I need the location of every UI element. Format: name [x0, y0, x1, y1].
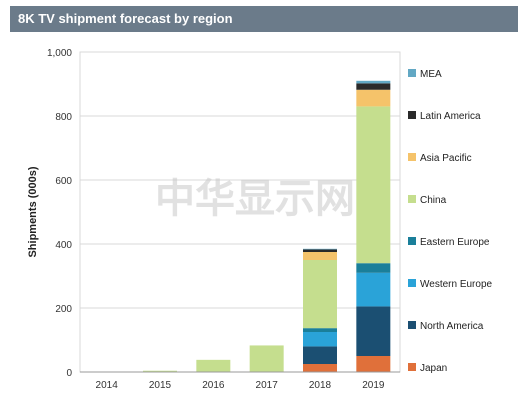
- bar-segment: [303, 260, 337, 329]
- legend-label: Eastern Europe: [420, 237, 490, 248]
- legend-label: Japan: [420, 363, 447, 374]
- y-tick-label: 400: [55, 240, 72, 251]
- plot-area: [79, 51, 401, 373]
- x-tick-label: 2015: [149, 380, 172, 391]
- bar-segment: [303, 332, 337, 347]
- legend-label: Asia Pacific: [420, 153, 472, 164]
- bar-segment: [303, 248, 337, 250]
- bar-segment: [303, 249, 337, 252]
- legend-swatch: [408, 153, 416, 161]
- x-tick-label: 2017: [256, 380, 279, 391]
- legend-swatch: [408, 321, 416, 329]
- legend-swatch: [408, 279, 416, 287]
- title-bar: 8K TV shipment forecast by region: [10, 6, 518, 32]
- axis-layer: 0 200 400 600 800 1,000 2014 2015 2016 2017 2018 20…: [47, 48, 400, 391]
- bar-segment: [356, 272, 391, 307]
- legend: MEA Latin America Asia Pacific China Eastern…: [408, 69, 493, 374]
- y-axis-label: Shipments (000s): [27, 166, 39, 257]
- bar-segment: [356, 263, 391, 273]
- legend-swatch: [408, 363, 416, 371]
- bar-segment: [143, 370, 177, 372]
- y-tick-label: 200: [55, 304, 72, 315]
- legend-label: Western Europe: [420, 279, 493, 290]
- x-tick-label: 2018: [309, 380, 332, 391]
- y-tick-label: 0: [66, 368, 72, 379]
- x-tick-label: 2019: [362, 380, 385, 391]
- legend-swatch: [408, 237, 416, 245]
- bar-segment: [356, 80, 391, 84]
- bar-segment: [249, 345, 284, 372]
- chart-title: 8K TV shipment forecast by region: [18, 11, 233, 26]
- bar-segment: [356, 356, 391, 372]
- bar-segment: [303, 346, 337, 364]
- bar-segment: [356, 306, 391, 356]
- legend-label: MEA: [420, 69, 442, 80]
- legend-label: North America: [420, 321, 484, 332]
- bar-segment: [196, 359, 231, 372]
- y-tick-label: 1,000: [47, 48, 72, 59]
- legend-label: Latin America: [420, 111, 481, 122]
- x-tick-label: 2014: [96, 380, 119, 391]
- legend-swatch: [408, 69, 416, 77]
- legend-swatch: [408, 111, 416, 119]
- x-tick-label: 2016: [202, 380, 225, 391]
- bars-layer: [143, 80, 391, 372]
- y-tick-label: 800: [55, 112, 72, 123]
- grid-layer: [80, 51, 400, 309]
- bar-segment: [356, 106, 391, 264]
- watermark-text: 中华显示网: [155, 176, 355, 222]
- y-tick-label: 600: [55, 176, 72, 187]
- bar-segment: [356, 89, 391, 107]
- bar-segment: [356, 83, 391, 90]
- bar-segment: [303, 328, 337, 332]
- legend-swatch: [408, 195, 416, 203]
- legend-label: China: [420, 195, 447, 206]
- bar-segment: [303, 364, 337, 372]
- bar-segment: [303, 252, 337, 260]
